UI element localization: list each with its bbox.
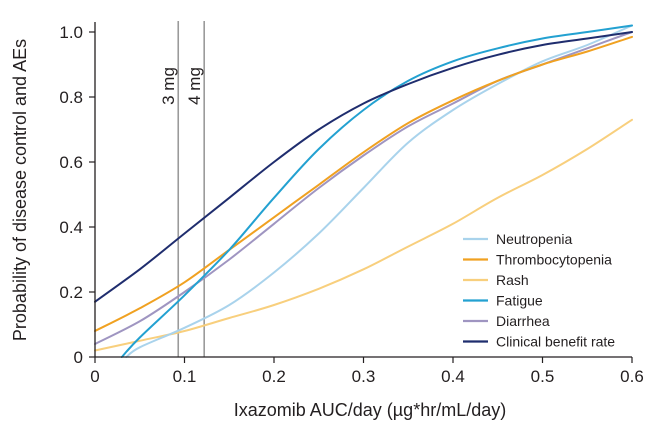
y-tick-label: 0.2 <box>59 283 83 302</box>
y-axis-title: Probability of disease control and AEs <box>10 39 30 341</box>
x-tick-label: 0.4 <box>441 367 465 386</box>
series-line-neutropenia <box>125 24 633 358</box>
y-ticks: 0 0.2 0.4 0.6 0.8 1.0 <box>59 23 95 367</box>
reference-label-3-mg: 3 mg <box>159 67 178 105</box>
x-tick-label: 0.2 <box>262 367 286 386</box>
x-tick-label: 0.1 <box>173 367 197 386</box>
legend-label-rash: Rash <box>496 272 529 288</box>
legend-label-neutropenia: Neutropenia <box>496 231 572 247</box>
legend-label-fatigue: Fatigue <box>496 293 543 309</box>
x-tick-label: 0.6 <box>620 367 644 386</box>
x-axis-title: Ixazomib AUC/day (µg*hr/mL/day) <box>234 400 506 420</box>
reference-lines: 3 mg 4 mg <box>159 21 205 357</box>
y-tick-label: 0.6 <box>59 153 83 172</box>
x-tick-label: 0.5 <box>531 367 555 386</box>
legend-label-clinical-benefit-rate: Clinical benefit rate <box>496 334 615 350</box>
series-line-clinical-benefit-rate <box>94 31 633 303</box>
series-line-fatigue <box>120 24 633 358</box>
series-line-rash <box>94 118 633 352</box>
series-lines <box>94 24 633 358</box>
y-tick-label: 0.4 <box>59 218 83 237</box>
legend: Neutropenia Thrombocytopenia Rash Fatigue Di… <box>463 231 615 350</box>
x-ticks: 0 0.1 0.2 0.3 0.4 0.5 0.6 <box>90 357 644 386</box>
legend-label-thrombocytopenia: Thrombocytopenia <box>496 252 612 268</box>
x-tick-label: 0.3 <box>352 367 376 386</box>
y-tick-label: 0 <box>74 348 83 367</box>
reference-label-4-mg: 4 mg <box>185 67 204 105</box>
legend-label-diarrhea: Diarrhea <box>496 313 550 329</box>
series-line-thrombocytopenia <box>94 35 633 332</box>
x-tick-label: 0 <box>90 367 99 386</box>
y-tick-label: 1.0 <box>59 23 83 42</box>
y-tick-label: 0.8 <box>59 88 83 107</box>
